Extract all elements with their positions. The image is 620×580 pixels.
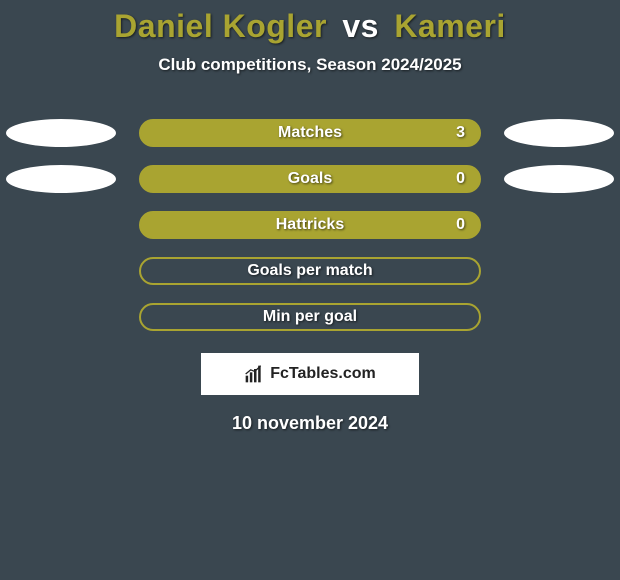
right-badge [504, 165, 614, 193]
bar-chart-icon [244, 364, 264, 384]
stat-bar: Hattricks 0 [139, 211, 481, 239]
comparison-card: Daniel Kogler vs Kameri Club competition… [0, 0, 620, 434]
stat-label: Goals per match [247, 262, 372, 280]
stat-bar: Goals per match [139, 257, 481, 285]
stat-row: Goals 0 [0, 165, 620, 193]
left-badge [6, 119, 116, 147]
stat-row: Hattricks 0 [0, 211, 620, 239]
stat-label: Hattricks [276, 216, 344, 234]
stat-label: Goals [288, 170, 332, 188]
stat-label: Matches [278, 124, 342, 142]
stat-value: 0 [456, 216, 465, 234]
stat-row: Min per goal [0, 303, 620, 331]
player1-name: Daniel Kogler [114, 8, 327, 44]
stat-rows: Matches 3 Goals 0 Hattricks 0 Goals per match M… [0, 119, 620, 331]
stat-label: Min per goal [263, 308, 357, 326]
brand-text: FcTables.com [270, 365, 376, 383]
vs-label: vs [342, 8, 379, 44]
date-label: 10 november 2024 [232, 413, 388, 434]
stat-bar: Goals 0 [139, 165, 481, 193]
stat-value: 3 [456, 124, 465, 142]
player2-name: Kameri [394, 8, 506, 44]
title: Daniel Kogler vs Kameri [114, 8, 506, 45]
brand-box[interactable]: FcTables.com [201, 353, 419, 395]
stat-value: 0 [456, 170, 465, 188]
stat-row: Goals per match [0, 257, 620, 285]
stat-row: Matches 3 [0, 119, 620, 147]
right-badge [504, 119, 614, 147]
subtitle: Club competitions, Season 2024/2025 [158, 55, 461, 75]
left-badge [6, 165, 116, 193]
stat-bar: Matches 3 [139, 119, 481, 147]
stat-bar: Min per goal [139, 303, 481, 331]
